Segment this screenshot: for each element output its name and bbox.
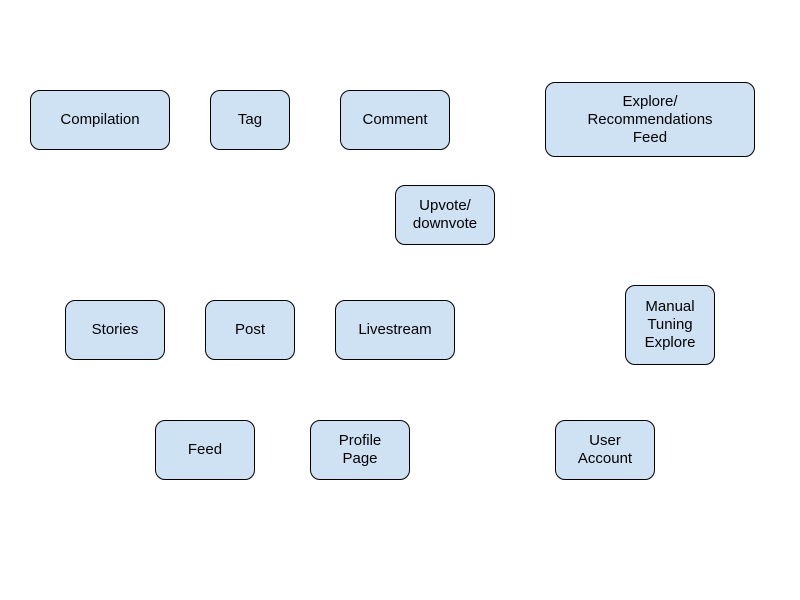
- node-user-account: User Account: [555, 420, 655, 480]
- node-explore-feed: Explore/ Recommendations Feed: [545, 82, 755, 157]
- node-comment: Comment: [340, 90, 450, 150]
- node-upvote-downvote: Upvote/ downvote: [395, 185, 495, 245]
- node-post: Post: [205, 300, 295, 360]
- node-tag: Tag: [210, 90, 290, 150]
- node-manual-tuning: Manual Tuning Explore: [625, 285, 715, 365]
- node-livestream: Livestream: [335, 300, 455, 360]
- node-feed: Feed: [155, 420, 255, 480]
- node-compilation: Compilation: [30, 90, 170, 150]
- node-stories: Stories: [65, 300, 165, 360]
- node-profile-page: Profile Page: [310, 420, 410, 480]
